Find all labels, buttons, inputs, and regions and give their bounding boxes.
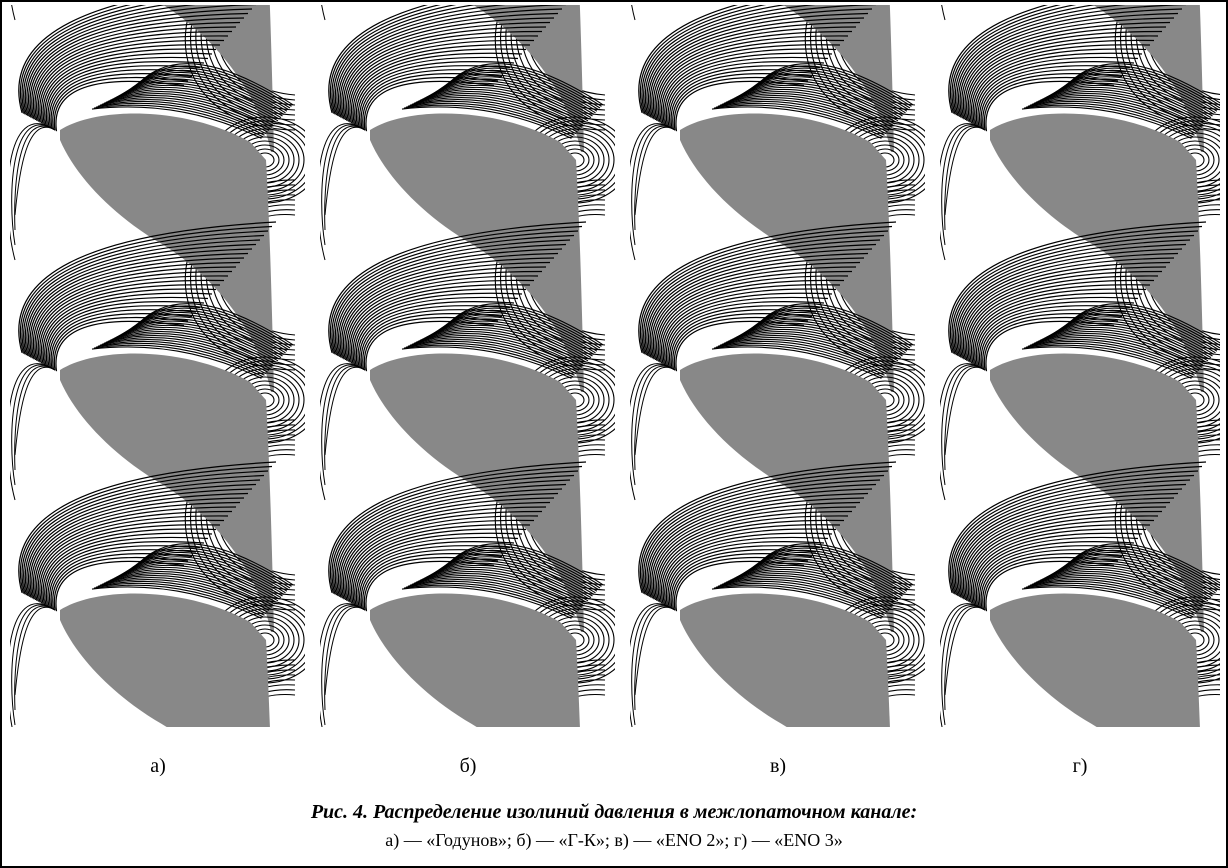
panel-label: г) — [1073, 755, 1088, 777]
panel-label: а) — [150, 755, 166, 777]
caption-legend: а) — «Годунов»; б) — «Г-К»; в) — «ENO 2»… — [385, 830, 843, 851]
caption-title: Рис. 4. Распределение изолиний давления … — [310, 801, 917, 823]
panel-label: в) — [770, 755, 786, 777]
figure: а) б) в) г) Рис. 4. Распределение изолин… — [0, 0, 1228, 868]
panel-label: б) — [460, 755, 477, 777]
